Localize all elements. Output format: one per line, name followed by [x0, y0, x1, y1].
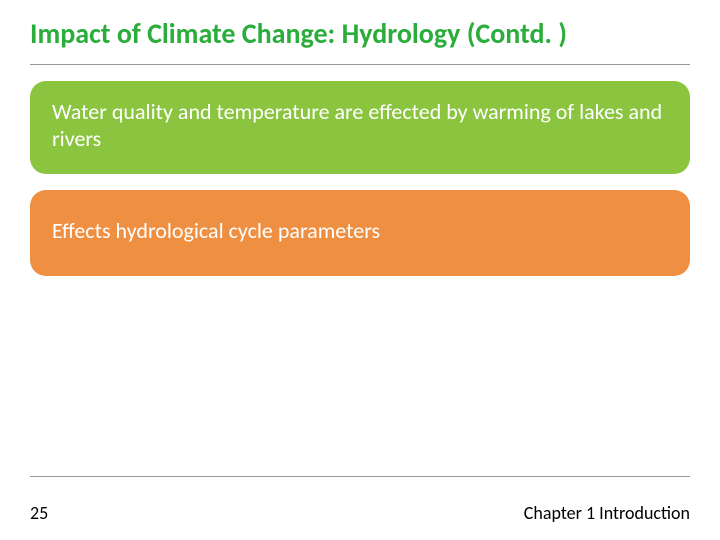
bottom-divider: [30, 476, 690, 477]
chapter-label: Chapter 1 Introduction: [524, 502, 690, 524]
title-divider: [30, 64, 690, 65]
bullet-box-2: Effects hydrological cycle parameters: [30, 190, 690, 276]
bullet-text-2: Effects hydrological cycle parameters: [52, 218, 380, 244]
slide-footer: 25 Chapter 1 Introduction: [30, 502, 690, 524]
slide-container: Impact of Climate Change: Hydrology (Con…: [0, 0, 720, 540]
slide-title: Impact of Climate Change: Hydrology (Con…: [30, 18, 690, 50]
bullet-text-1: Water quality and temperature are effect…: [52, 99, 668, 152]
page-number: 25: [30, 502, 48, 524]
bullet-box-1: Water quality and temperature are effect…: [30, 81, 690, 174]
